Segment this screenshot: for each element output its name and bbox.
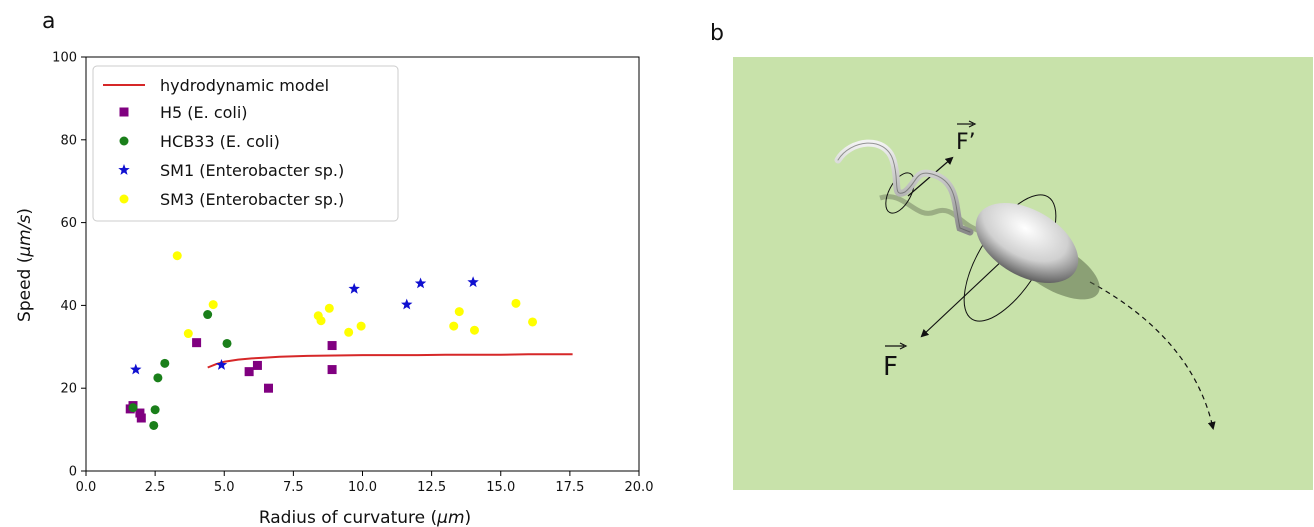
panel-label-b: b [710,21,724,46]
x-tick-label: 17.5 [555,480,584,495]
force-label-vector-head [899,342,908,350]
model-line [207,353,573,369]
sm3-point [528,317,538,327]
h5-point [244,367,254,377]
hcb33-point [203,310,213,320]
sm3-point [324,303,334,313]
hcb33-point [128,403,138,413]
sm1-point [401,298,413,310]
y-tick-label: 100 [52,51,77,66]
sm1-point [467,276,479,288]
force-label-text: F [883,352,898,382]
sm3-point [316,316,326,326]
x-axis-title: Radius of curvature (μm) [259,508,471,527]
legend-h5-label: H5 (E. coli) [160,103,248,122]
sm3-point [356,321,366,331]
hcb33-point [149,420,159,430]
h5-point [327,365,337,375]
legend: hydrodynamic model H5 (E. coli) HCB33 (E.… [92,65,399,222]
trajectory-path [1089,281,1216,430]
legend-model-label: hydrodynamic model [160,76,329,95]
x-tick-label: 5.0 [214,480,235,495]
legend-h5-swatch [119,107,129,117]
sm1-point [348,282,360,294]
x-tick-label: 7.5 [283,480,304,495]
model-layer [207,353,573,369]
force-prime-label-text: F’ [956,130,976,155]
flagellum-outline [837,142,971,233]
sm3-point [208,300,218,310]
y-tick-label: 20 [60,382,77,397]
sm1-point [414,277,427,289]
legend-sm1-label: SM1 (Enterobacter sp.) [160,161,344,180]
force-prime-label: F’ [956,120,977,155]
x-tick-label: 20.0 [625,480,654,495]
sm3-point [511,298,521,308]
axes-frame [85,56,640,472]
hcb33-point [153,373,163,383]
force-arrow [920,257,1006,338]
legend-sm3-swatch [119,194,129,204]
cell-body [975,202,1079,284]
y-tick-label: 40 [60,299,77,314]
ticks-layer: 0.0 2.5 5.0 7.5 10.0 12.5 15.0 17.5 20.0 0 20 40 60 8… [52,51,653,496]
h5-point [252,360,262,370]
y-tick-label: 80 [60,133,77,148]
legend-hcb33-swatch [119,136,129,146]
y-tick-label: 60 [60,216,77,231]
sm3-point [449,321,459,331]
sm3-point [344,327,354,337]
force-label: F [883,342,908,382]
sm3-point [469,325,479,335]
x-tick-label: 2.5 [145,480,166,495]
legend-sm1-swatch [118,164,130,175]
legend-sm3-label: SM3 (Enterobacter sp.) [160,190,344,209]
bacterium-schematic: F F’ [733,57,1313,490]
x-tick-label: 10.0 [348,480,377,495]
legend-entries: H5 (E. coli) HCB33 (E. coli) SM1 (Enteroba… [118,103,344,209]
flagellum-rotation-ellipse [885,172,915,214]
h5-point [135,408,145,418]
y-axis-title: Speed (μm/s) [15,208,35,322]
sm3-point [172,251,182,261]
points-layer [125,251,538,430]
h5-point [263,383,273,393]
hcb33-point [222,338,232,348]
h5-point [192,338,202,348]
sm1-point [215,359,228,370]
force-prime-label-vector-head [968,120,977,128]
x-tick-label: 15.0 [486,480,515,495]
h5-point [327,341,337,351]
x-tick-label: 0.0 [76,480,97,495]
hcb33-point [160,358,170,368]
scatter-chart: 0.0 2.5 5.0 7.5 10.0 12.5 15.0 17.5 20.0 0 20 40 60 8… [15,51,653,527]
flagellum-shadow [879,194,986,235]
legend-box [92,65,399,222]
panel-label-a: a [42,9,55,34]
sm1-point [130,363,142,375]
h5-point [136,413,146,423]
hcb33-point [150,405,160,415]
x-tick-label: 12.5 [417,480,446,495]
sm3-point [183,329,193,339]
y-tick-label: 0 [69,465,77,480]
sm3-point [454,307,464,317]
legend-hcb33-label: HCB33 (E. coli) [160,132,280,151]
